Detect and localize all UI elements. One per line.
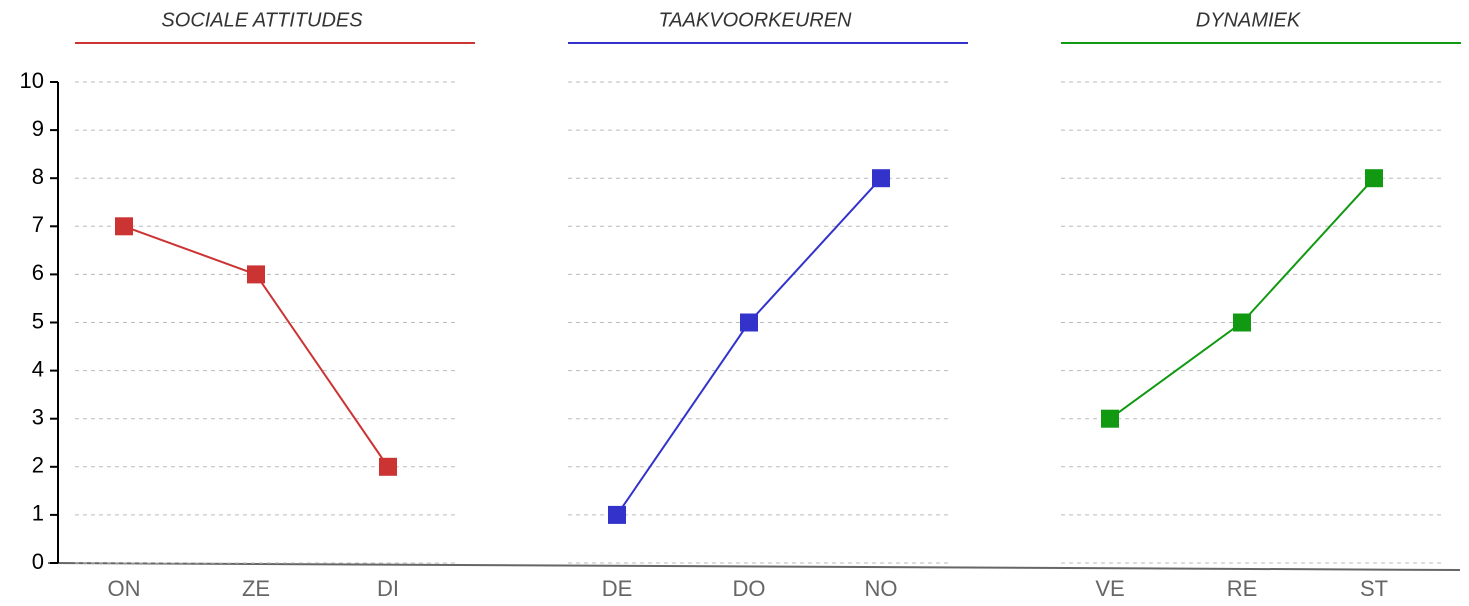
data-point [1365, 169, 1383, 188]
x-tick-label: VE [1095, 576, 1124, 601]
data-point [247, 265, 265, 284]
y-tick-label: 7 [32, 212, 44, 237]
data-point [1101, 409, 1119, 428]
baseline [47, 562, 1461, 571]
data-point [115, 217, 133, 236]
y-tick-label: 5 [32, 308, 44, 333]
panel-title: SOCIALE ATTITUDES [161, 9, 363, 31]
y-tick-label: 3 [32, 405, 44, 430]
x-tick-label: DI [377, 576, 399, 601]
panel-title: DYNAMIEK [1196, 9, 1302, 31]
data-point [608, 505, 626, 524]
x-tick-label: RE [1227, 576, 1258, 601]
y-tick-label: 0 [32, 549, 44, 574]
x-tick-label: ON [108, 576, 141, 601]
y-tick-label: 1 [32, 501, 44, 526]
x-tick-label: ST [1360, 576, 1388, 601]
x-tick-label: DO [733, 576, 766, 601]
data-line [1109, 177, 1375, 420]
data-line [123, 225, 389, 468]
y-tick-label: 9 [32, 116, 44, 141]
data-point [379, 457, 397, 476]
x-tick-label: NO [865, 576, 898, 601]
panel-title: TAAKVOORKEUREN [659, 9, 853, 31]
data-line [616, 177, 882, 516]
x-tick-label: DE [602, 576, 633, 601]
y-tick-label: 4 [32, 356, 44, 381]
y-tick-label: 2 [32, 453, 44, 478]
data-point [872, 169, 890, 188]
y-tick-label: 8 [32, 164, 44, 189]
data-point [1233, 313, 1251, 332]
y-tick-label: 10 [20, 68, 44, 93]
y-tick-label: 6 [32, 260, 44, 285]
x-tick-label: ZE [242, 576, 270, 601]
data-point [740, 313, 758, 332]
